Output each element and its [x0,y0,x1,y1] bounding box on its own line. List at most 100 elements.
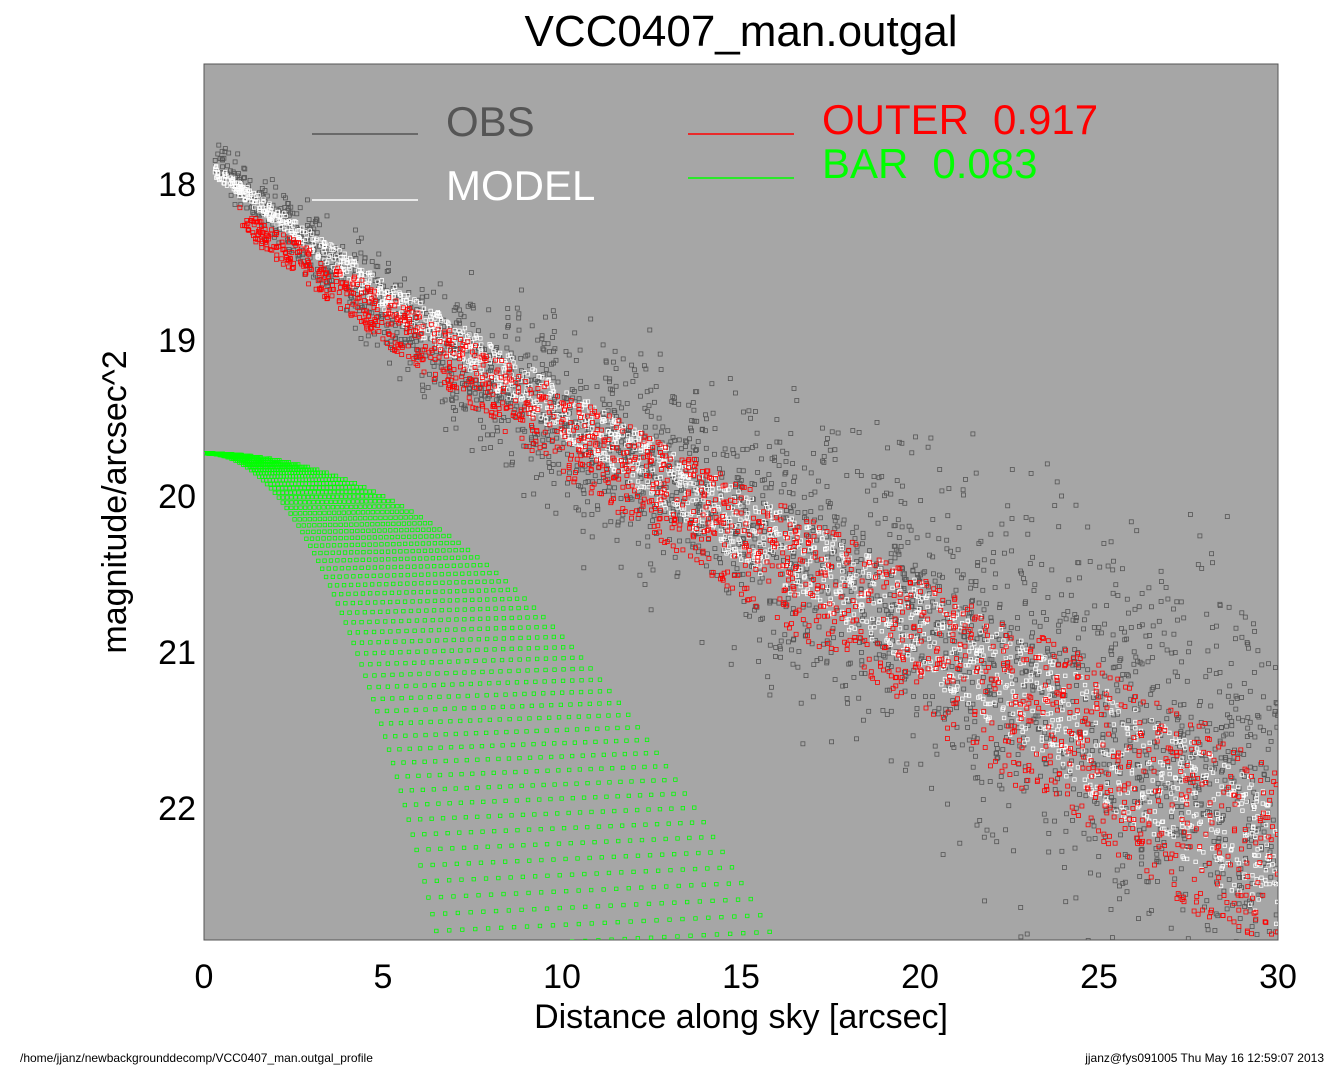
obs-point [829,429,835,435]
obs-point [521,443,527,449]
obs-point [835,430,841,436]
obs-point [795,664,801,670]
obs-point [1128,625,1134,630]
obs-point [479,397,485,403]
obs-point [1080,653,1086,659]
obs-point [1233,706,1239,712]
obs-point [353,227,358,233]
obs-point [494,397,499,403]
obs-point [981,557,987,563]
obs-point [1102,690,1107,696]
obs-point [1229,945,1233,949]
obs-point [1246,743,1252,748]
obs-point [1096,625,1102,630]
obs-point [215,151,221,157]
obs-point [970,597,975,603]
obs-point [1268,739,1274,744]
obs-point [1266,705,1272,711]
obs-point [699,427,705,433]
obs-point [1089,748,1095,753]
obs-point [1252,765,1258,771]
obs-point [1236,901,1242,907]
obs-point [706,510,712,516]
obs-point [712,546,718,551]
obs-point [1009,516,1015,521]
obs-point [623,412,628,418]
obs-point [859,650,864,655]
obs-point [1076,730,1082,736]
obs-point [1114,761,1120,767]
obs-point [650,567,656,573]
obs-point [973,470,979,476]
obs-point [1096,872,1101,878]
obs-point [997,725,1003,730]
obs-point [509,459,515,465]
model-point [1226,791,1231,797]
obs-point [740,468,746,474]
obs-point [820,458,825,464]
obs-point [1018,905,1024,910]
obs-point [697,523,702,529]
obs-point [1032,582,1038,588]
obs-point [660,424,666,430]
obs-point [646,403,652,409]
obs-point [989,657,995,662]
obs-point [1030,643,1035,649]
obs-point [219,148,225,154]
obs-point [439,399,445,405]
obs-point [743,612,749,617]
obs-point [1108,539,1114,545]
obs-point [658,367,664,372]
obs-point [244,205,250,211]
obs-point [1261,728,1266,733]
obs-point [1187,640,1193,646]
obs-point [753,409,758,414]
obs-point [1045,646,1050,652]
obs-point [854,549,860,555]
obs-point [766,472,772,478]
obs-point [935,622,940,628]
obs-point [1055,684,1061,690]
obs-point [1261,771,1267,777]
obs-point [1018,934,1024,940]
obs-point [1221,888,1227,894]
obs-point [800,741,806,747]
obs-point [661,550,666,556]
obs-point [948,548,953,554]
obs-point [628,521,633,527]
obs-point [1265,746,1271,752]
obs-point [676,437,682,443]
obs-point [481,446,487,452]
obs-point [936,536,942,542]
obs-point [1204,611,1210,617]
obs-point [1136,604,1142,610]
obs-point [1076,635,1081,641]
obs-point [1029,517,1035,523]
obs-point [1249,881,1255,887]
obs-point [1219,725,1224,730]
obs-point [1205,728,1210,734]
model-point [538,415,543,420]
obs-point [659,429,664,435]
model-point [616,457,621,463]
obs-point [1179,723,1185,729]
obs-point [955,547,961,553]
obs-point [600,342,606,348]
obs-point [576,396,582,402]
obs-point [973,583,979,588]
obs-point [1158,568,1164,574]
obs-point [1005,503,1011,509]
obs-point [497,439,503,445]
obs-point [616,400,622,406]
obs-point [1104,603,1109,608]
obs-point [843,683,848,688]
obs-point [734,566,740,572]
obs-point [1152,997,1156,1001]
obs-point [1273,665,1278,670]
obs-point [944,546,950,552]
obs-point [1241,945,1245,949]
obs-point [499,418,504,424]
obs-point [1203,756,1209,762]
obs-point [220,157,226,163]
obs-point [1111,798,1117,804]
